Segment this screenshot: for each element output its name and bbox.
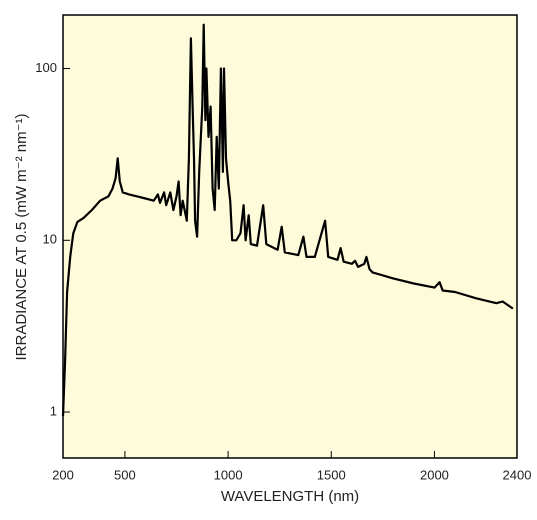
x-tick-label: 500 [114,467,136,482]
x-tick-label: 1000 [214,467,243,482]
y-axis-label: IRRADIANCE AT 0.5 (mW m⁻² nm⁻¹) [13,114,30,361]
x-axis-label: WAVELENGTH (nm) [221,488,359,505]
y-tick-label: 100 [35,60,57,75]
x-tick-label: 200 [52,467,74,482]
y-tick-label: 10 [43,232,57,247]
y-tick-label: 1 [50,403,57,418]
x-tick-label: 2400 [503,467,532,482]
spectrum-line [61,23,514,416]
plot-area [62,14,518,459]
x-tick-label: 1500 [317,467,346,482]
x-tick-label: 2000 [420,467,449,482]
